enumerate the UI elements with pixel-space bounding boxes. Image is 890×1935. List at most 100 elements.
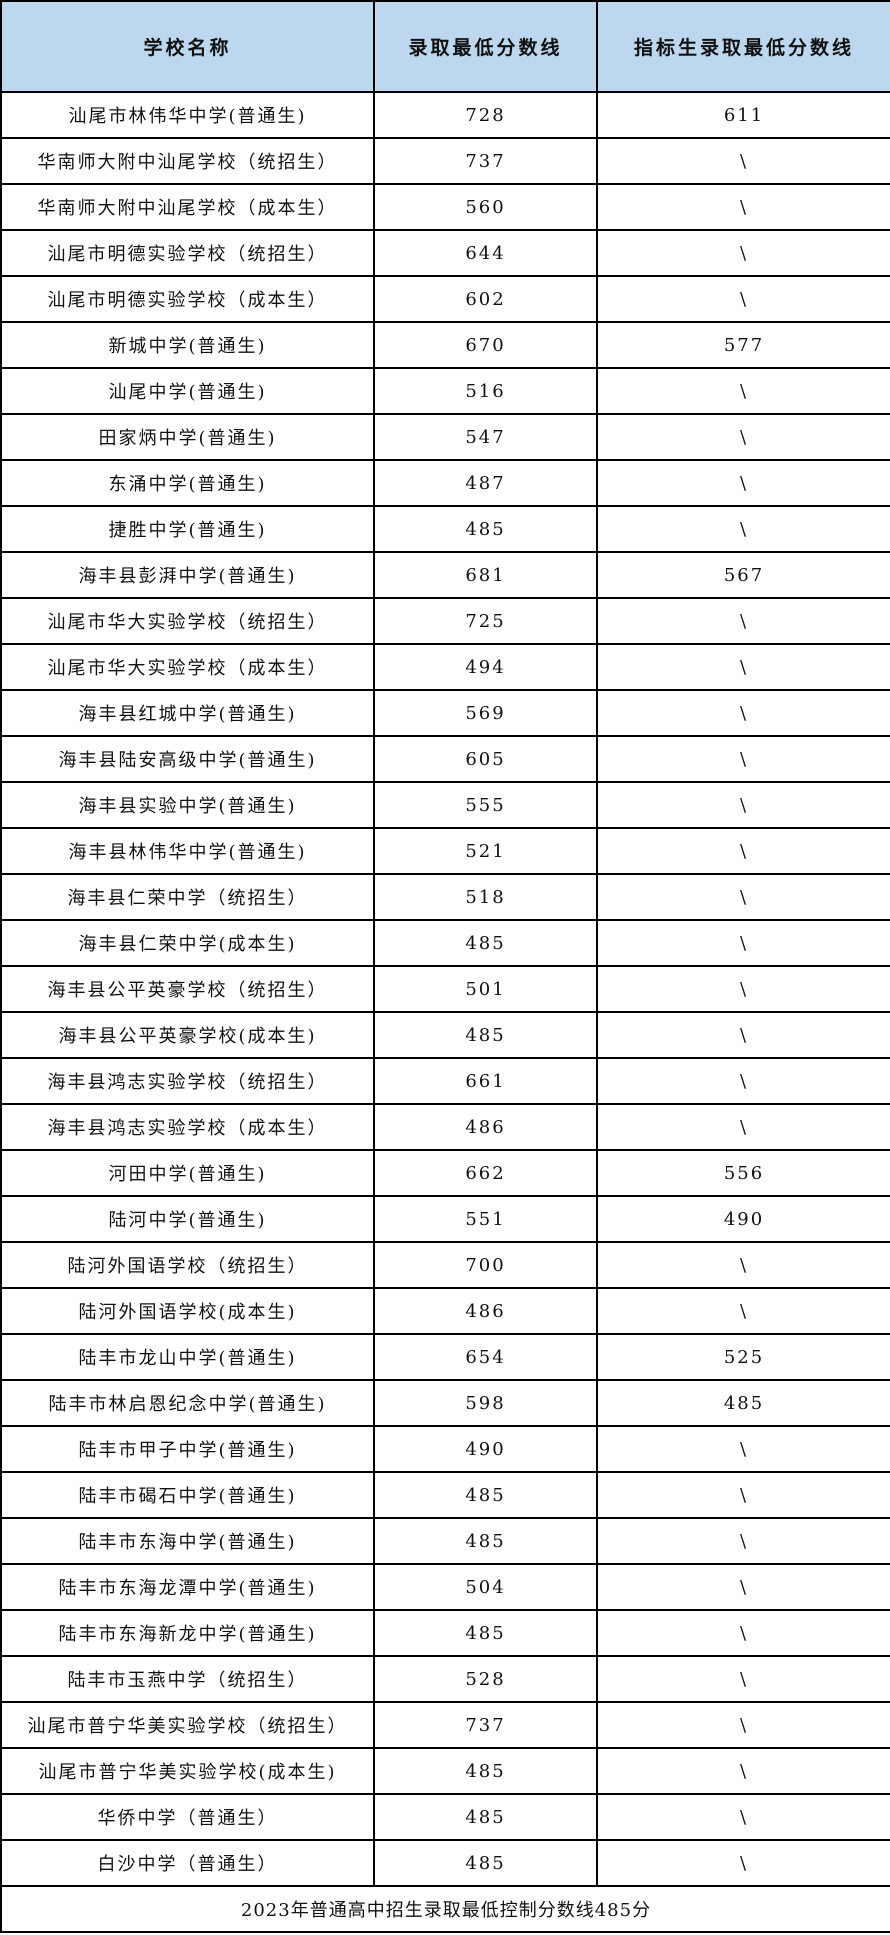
school-name-cell: 捷胜中学(普通生) xyxy=(0,505,375,553)
table-row: 海丰县彭湃中学(普通生) 681 567 xyxy=(0,551,890,599)
table-row: 陆丰市龙山中学(普通生) 654 525 xyxy=(0,1333,890,1381)
school-name-cell: 田家炳中学(普通生) xyxy=(0,413,375,461)
table-row: 陆丰市东海中学(普通生) 485 \ xyxy=(0,1517,890,1565)
quota-min-score-cell: \ xyxy=(596,505,890,553)
min-score-cell: 547 xyxy=(373,413,598,461)
quota-min-score-cell: \ xyxy=(596,1425,890,1473)
table-row: 河田中学(普通生) 662 556 xyxy=(0,1149,890,1197)
table-row: 海丰县鸿志实验学校（统招生） 661 \ xyxy=(0,1057,890,1105)
table-row: 海丰县仁荣中学（统招生） 518 \ xyxy=(0,873,890,921)
min-score-cell: 569 xyxy=(373,689,598,737)
table-row: 海丰县红城中学(普通生) 569 \ xyxy=(0,689,890,737)
school-name-cell: 陆河外国语学校(成本生) xyxy=(0,1287,375,1335)
table-row: 海丰县陆安高级中学(普通生) 605 \ xyxy=(0,735,890,783)
min-score-cell: 521 xyxy=(373,827,598,875)
quota-min-score-cell: \ xyxy=(596,413,890,461)
quota-min-score-cell: \ xyxy=(596,919,890,967)
school-name-cell: 海丰县林伟华中学(普通生) xyxy=(0,827,375,875)
min-score-cell: 728 xyxy=(373,91,598,139)
table-row: 汕尾市普宁华美实验学校(成本生) 485 \ xyxy=(0,1747,890,1795)
school-name-cell: 汕尾市普宁华美实验学校(成本生) xyxy=(0,1747,375,1795)
min-score-cell: 551 xyxy=(373,1195,598,1243)
quota-min-score-cell: \ xyxy=(596,1563,890,1611)
table-row: 陆河中学(普通生) 551 490 xyxy=(0,1195,890,1243)
min-score-cell: 681 xyxy=(373,551,598,599)
school-name-cell: 白沙中学（普通生） xyxy=(0,1839,375,1887)
school-name-cell: 海丰县彭湃中学(普通生) xyxy=(0,551,375,599)
min-score-cell: 737 xyxy=(373,137,598,185)
quota-min-score-cell: \ xyxy=(596,1287,890,1335)
min-score-cell: 560 xyxy=(373,183,598,231)
school-name-cell: 河田中学(普通生) xyxy=(0,1149,375,1197)
school-name-cell: 陆河中学(普通生) xyxy=(0,1195,375,1243)
min-score-cell: 555 xyxy=(373,781,598,829)
min-score-cell: 528 xyxy=(373,1655,598,1703)
quota-min-score-cell: \ xyxy=(596,367,890,415)
school-name-cell: 华南师大附中汕尾学校（成本生） xyxy=(0,183,375,231)
quota-min-score-cell: \ xyxy=(596,229,890,277)
quota-min-score-cell: \ xyxy=(596,827,890,875)
school-name-cell: 陆丰市龙山中学(普通生) xyxy=(0,1333,375,1381)
table-row: 海丰县仁荣中学(成本生) 485 \ xyxy=(0,919,890,967)
min-score-cell: 644 xyxy=(373,229,598,277)
min-score-cell: 486 xyxy=(373,1103,598,1151)
min-score-cell: 602 xyxy=(373,275,598,323)
school-name-cell: 海丰县鸿志实验学校（成本生） xyxy=(0,1103,375,1151)
min-score-cell: 485 xyxy=(373,1471,598,1519)
min-score-cell: 605 xyxy=(373,735,598,783)
min-score-cell: 485 xyxy=(373,505,598,553)
quota-min-score-cell: \ xyxy=(596,1609,890,1657)
min-score-cell: 485 xyxy=(373,1839,598,1887)
school-name-cell: 汕尾市明德实验学校（成本生） xyxy=(0,275,375,323)
school-name-cell: 海丰县公平英豪学校(成本生) xyxy=(0,1011,375,1059)
quota-min-score-cell: \ xyxy=(596,1793,890,1841)
table-row: 东涌中学(普通生) 487 \ xyxy=(0,459,890,507)
min-score-cell: 494 xyxy=(373,643,598,691)
quota-min-score-cell: 567 xyxy=(596,551,890,599)
school-name-cell: 陆丰市东海新龙中学(普通生) xyxy=(0,1609,375,1657)
school-name-cell: 陆丰市东海龙潭中学(普通生) xyxy=(0,1563,375,1611)
quota-min-score-cell: \ xyxy=(596,1011,890,1059)
table-row: 陆丰市东海新龙中学(普通生) 485 \ xyxy=(0,1609,890,1657)
table-row: 海丰县林伟华中学(普通生) 521 \ xyxy=(0,827,890,875)
quota-min-score-cell: \ xyxy=(596,1241,890,1289)
quota-min-score-cell: \ xyxy=(596,1471,890,1519)
school-name-cell: 陆丰市东海中学(普通生) xyxy=(0,1517,375,1565)
table-row: 陆丰市碣石中学(普通生) 485 \ xyxy=(0,1471,890,1519)
min-score-cell: 662 xyxy=(373,1149,598,1197)
table-row: 捷胜中学(普通生) 485 \ xyxy=(0,505,890,553)
school-name-cell: 海丰县仁荣中学(成本生) xyxy=(0,919,375,967)
quota-min-score-cell: 485 xyxy=(596,1379,890,1427)
table-row: 新城中学(普通生) 670 577 xyxy=(0,321,890,369)
table-row: 海丰县鸿志实验学校（成本生） 486 \ xyxy=(0,1103,890,1151)
school-name-cell: 汕尾市华大实验学校（成本生） xyxy=(0,643,375,691)
school-name-cell: 陆河外国语学校（统招生） xyxy=(0,1241,375,1289)
table-row: 汕尾市华大实验学校（成本生） 494 \ xyxy=(0,643,890,691)
table-row: 华侨中学（普通生） 485 \ xyxy=(0,1793,890,1841)
header-quota-min-score: 指标生录取最低分数线 xyxy=(596,0,890,93)
school-name-cell: 陆丰市林启恩纪念中学(普通生) xyxy=(0,1379,375,1427)
school-name-cell: 华侨中学（普通生） xyxy=(0,1793,375,1841)
school-name-cell: 汕尾中学(普通生) xyxy=(0,367,375,415)
table-row: 汕尾市普宁华美实验学校（统招生） 737 \ xyxy=(0,1701,890,1749)
quota-min-score-cell: \ xyxy=(596,1655,890,1703)
min-score-cell: 504 xyxy=(373,1563,598,1611)
quota-min-score-cell: \ xyxy=(596,1701,890,1749)
table-row: 海丰县公平英豪学校（统招生） 501 \ xyxy=(0,965,890,1013)
table-row: 陆河外国语学校（统招生） 700 \ xyxy=(0,1241,890,1289)
quota-min-score-cell: \ xyxy=(596,1103,890,1151)
quota-min-score-cell: 490 xyxy=(596,1195,890,1243)
school-name-cell: 东涌中学(普通生) xyxy=(0,459,375,507)
quota-min-score-cell: \ xyxy=(596,873,890,921)
quota-min-score-cell: \ xyxy=(596,1747,890,1795)
footer-note: 2023年普通高中招生录取最低控制分数线485分 xyxy=(0,1885,890,1933)
quota-min-score-cell: \ xyxy=(596,459,890,507)
min-score-cell: 485 xyxy=(373,919,598,967)
quota-min-score-cell: \ xyxy=(596,1839,890,1887)
school-name-cell: 汕尾市林伟华中学(普通生) xyxy=(0,91,375,139)
min-score-cell: 490 xyxy=(373,1425,598,1473)
table-row: 田家炳中学(普通生) 547 \ xyxy=(0,413,890,461)
school-name-cell: 海丰县实验中学(普通生) xyxy=(0,781,375,829)
table-row: 陆丰市林启恩纪念中学(普通生) 598 485 xyxy=(0,1379,890,1427)
